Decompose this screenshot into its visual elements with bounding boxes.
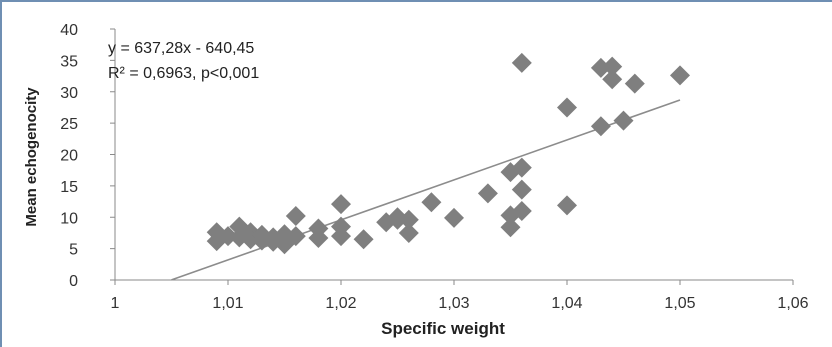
data-point [285, 226, 306, 247]
y-axis-title: Mean echogenocity [23, 87, 40, 227]
data-point [602, 69, 623, 90]
data-point [590, 57, 611, 78]
data-point [308, 218, 329, 239]
x-tick-label: 1,06 [777, 295, 808, 312]
data-point [557, 97, 577, 118]
data-point [398, 209, 419, 230]
x-axis-title: Specific weight [381, 319, 505, 338]
data-point [602, 56, 623, 77]
y-tick-label: 20 [60, 148, 78, 165]
y-tick-label: 35 [60, 53, 78, 70]
x-ticks: 1 1,01 1,02 1,03 1,04 1,05 1,06 [111, 280, 809, 312]
data-point [285, 205, 306, 226]
y-tick-label: 30 [60, 85, 78, 102]
data-point [218, 226, 238, 247]
data-point [421, 192, 442, 213]
data-point [511, 52, 532, 73]
data-point [613, 110, 634, 131]
r-squared-annotation: R² = 0,6963, p<0,001 [108, 65, 259, 82]
data-points [206, 52, 690, 255]
x-tick-label: 1,04 [551, 295, 582, 312]
data-point [387, 209, 408, 230]
data-point [331, 194, 351, 215]
y-tick-label: 15 [60, 179, 78, 196]
y-ticks: 0 5 10 15 20 25 30 35 40 [60, 22, 115, 290]
data-point [624, 73, 645, 94]
y-tick-label: 0 [69, 273, 78, 290]
x-tick-label: 1 [111, 295, 120, 312]
regression-equation: y = 637,28x - 640,45 [108, 40, 254, 57]
data-point [477, 183, 498, 204]
data-point [353, 229, 374, 250]
data-point [500, 217, 521, 238]
y-tick-label: 5 [69, 242, 78, 259]
data-point [590, 116, 611, 137]
x-tick-label: 1,02 [325, 295, 356, 312]
data-point [444, 207, 464, 228]
x-tick-label: 1,05 [664, 295, 695, 312]
data-point [511, 157, 532, 178]
data-point [557, 195, 577, 216]
data-point [511, 200, 532, 221]
data-point [511, 179, 532, 200]
data-point [670, 65, 690, 86]
y-tick-label: 10 [60, 210, 78, 227]
x-tick-label: 1,01 [212, 295, 243, 312]
data-point [398, 222, 419, 243]
data-point [331, 226, 351, 247]
y-tick-label: 40 [60, 22, 78, 39]
x-tick-label: 1,03 [438, 295, 469, 312]
y-tick-label: 25 [60, 116, 78, 133]
